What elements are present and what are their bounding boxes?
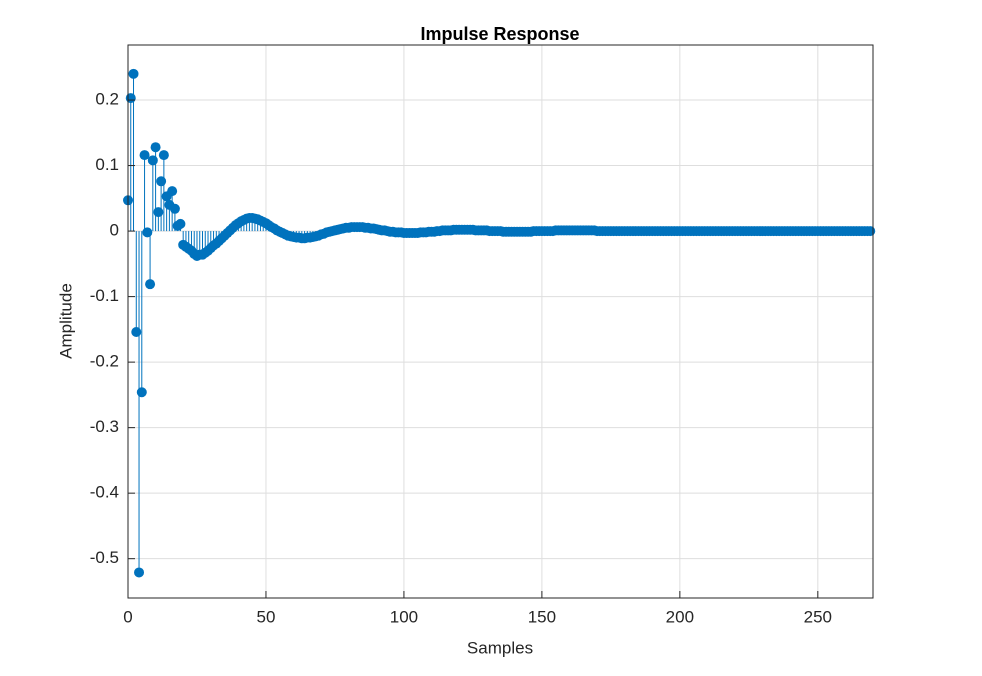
plot-area (128, 45, 873, 598)
chart-title: Impulse Response (420, 24, 579, 44)
stems (123, 68, 876, 578)
stem-marker (167, 186, 178, 197)
x-tick-label: 150 (528, 607, 556, 626)
ticks: 0 50 100 150 200 250 -0.5 -0.4 -0.3 -0.2 -0.1 0 0.1 0… (90, 90, 832, 627)
y-tick-label: 0.1 (95, 155, 119, 174)
stem-marker (128, 68, 139, 79)
stem-marker (125, 93, 136, 104)
stem-marker (131, 326, 142, 337)
x-tick-label: 0 (123, 607, 132, 626)
stem-marker (139, 150, 150, 161)
stem-marker (156, 176, 167, 187)
y-tick-label: -0.2 (90, 352, 119, 371)
axes-box (127, 44, 874, 599)
stem-marker (865, 226, 876, 237)
x-tick-label: 250 (804, 607, 832, 626)
stem-marker (175, 218, 186, 229)
x-tick-label: 100 (390, 607, 418, 626)
stem-marker (153, 207, 164, 218)
stem-marker (145, 279, 156, 290)
grid (127, 45, 873, 598)
y-tick-label: 0.2 (95, 90, 119, 109)
stem-marker (136, 387, 147, 398)
y-tick-label: -0.1 (90, 286, 119, 305)
stem-marker (158, 150, 169, 161)
x-tick-label: 200 (666, 607, 694, 626)
stem-marker (150, 142, 161, 153)
y-tick-label: 0 (110, 221, 119, 240)
y-tick-label: -0.3 (90, 417, 119, 436)
x-tick-label: 50 (257, 607, 276, 626)
stem-marker (142, 227, 153, 238)
x-axis-label: Samples (467, 638, 533, 657)
stem-marker (134, 567, 145, 578)
y-tick-label: -0.5 (90, 548, 119, 567)
y-axis-label: Amplitude (56, 283, 75, 359)
y-tick-label: -0.4 (90, 483, 119, 502)
stem-marker (147, 155, 158, 166)
stem-marker (169, 203, 180, 214)
